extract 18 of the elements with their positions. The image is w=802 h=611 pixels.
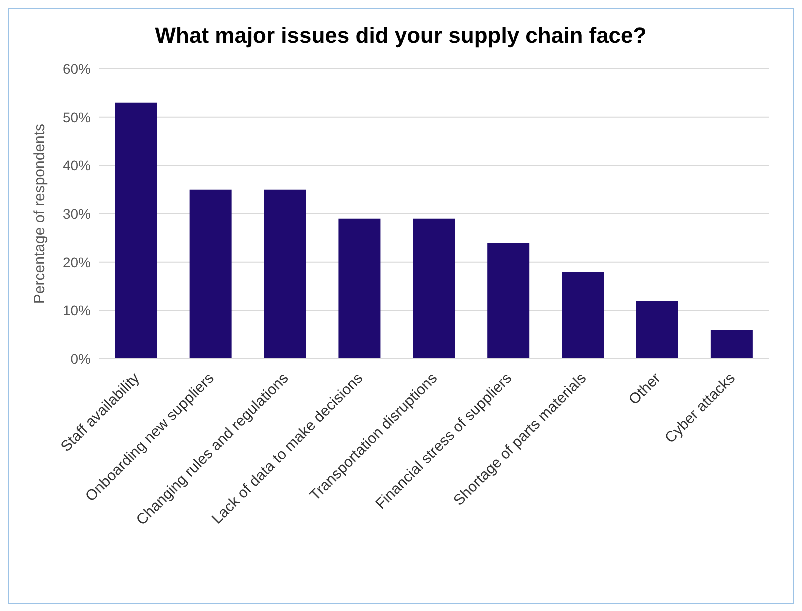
y-tick-label: 50%: [62, 109, 91, 126]
bar: [190, 190, 232, 359]
bar: [264, 190, 306, 359]
bar: [562, 272, 604, 359]
y-tick-label: 30%: [62, 206, 91, 222]
y-tick-label: 20%: [62, 254, 91, 270]
y-tick-label: 40%: [62, 158, 91, 174]
y-tick-label: 60%: [62, 60, 91, 77]
bar: [413, 218, 456, 359]
y-axis-title: Percentage of respondents: [31, 124, 48, 304]
bar: [710, 330, 753, 359]
bar: [488, 243, 530, 359]
chart-title: What major issues did your supply chain face?: [154, 23, 648, 49]
bar: [115, 102, 158, 359]
bar: [636, 301, 678, 359]
y-tick-label: 0%: [70, 350, 91, 367]
y-tick-label: 10%: [62, 302, 91, 319]
bar: [338, 218, 381, 359]
